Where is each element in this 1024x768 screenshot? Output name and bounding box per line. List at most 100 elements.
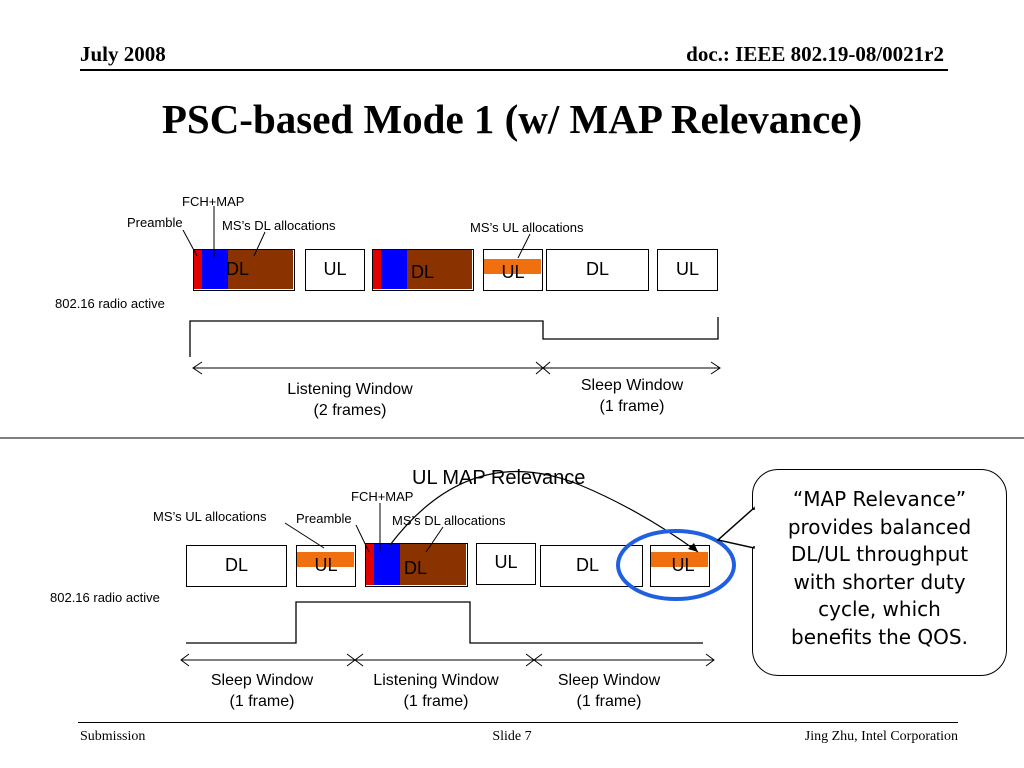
slide-title: PSC-based Mode 1 (w/ MAP Relevance) (161, 96, 863, 142)
callout-tail (716, 506, 755, 549)
header-divider (80, 69, 948, 71)
bottom-dl-alloc-leader (425, 526, 444, 553)
top-frame-3-label: DL (411, 262, 435, 282)
top-radio-active-label: 802.16 radio active (55, 296, 165, 311)
top-map-block-1 (202, 250, 228, 289)
bottom-frame-6-label: UL (671, 555, 695, 575)
top-arrow-left-head (192, 361, 203, 375)
top-fch-map-label: FCH+MAP (182, 194, 245, 209)
top-frame-1-dl (193, 249, 295, 291)
top-dl-alloc-label: MS’s DL allocations (222, 218, 336, 233)
top-dl-alloc-leader (253, 231, 266, 257)
bottom-fch-map-label: FCH+MAP (351, 489, 414, 504)
bottom-frame-3-label: DL (404, 558, 428, 578)
bottom-arrow-mid2-head-b (533, 653, 543, 667)
bottom-frame-5-label: DL (575, 555, 599, 575)
callout-line-3: DL/UL throughput (790, 542, 969, 566)
top-frame-2-label: UL (323, 259, 347, 279)
top-arrow-mid-head-b (542, 361, 551, 375)
top-listening-window-line2: (2 frames) (313, 402, 387, 419)
top-listening-window-line1: Listening Window (287, 381, 413, 398)
bottom-sleep-window-1-line1: Sleep Window (210, 672, 314, 689)
top-sleep-window-line1: Sleep Window (580, 377, 684, 394)
bottom-ul-alloc-block-2 (651, 552, 708, 567)
bottom-sleep-window-1-line2: (1 frame) (229, 693, 295, 710)
top-dl-alloc-block-2 (407, 250, 472, 289)
bottom-preamble-leader (355, 524, 370, 553)
top-frame-2-ul (305, 249, 365, 291)
bottom-frame-2-label: UL (314, 555, 338, 575)
bottom-sleep-window-2-line1: Sleep Window (557, 672, 661, 689)
bottom-ul-alloc-block-1 (297, 552, 354, 567)
top-ul-alloc-block (484, 259, 541, 274)
map-relevance-arrowhead (688, 543, 698, 552)
callout-line-4: with shorter duty (793, 569, 966, 594)
bottom-listening-window-line2: (1 frame) (403, 693, 469, 710)
top-frame-5-dl (546, 249, 649, 291)
top-listening-window-label: Listening Window (2 frames) (250, 379, 450, 421)
footer-divider (78, 722, 958, 723)
top-ul-alloc-leader (517, 233, 531, 259)
top-map-block-2 (381, 250, 407, 289)
highlight-circle (616, 529, 736, 601)
bottom-radio-active-label: 802.16 radio active (50, 590, 160, 605)
top-frame-6-ul (657, 249, 718, 291)
top-sleep-window-label: Sleep Window (1 frame) (532, 375, 732, 417)
top-frame-5-label: DL (585, 259, 609, 279)
bottom-map-block (374, 544, 400, 585)
top-arrow-right-head (710, 361, 721, 375)
bottom-preamble-label: Preamble (296, 511, 352, 526)
top-frame-1-label: DL (226, 259, 250, 279)
callout-line-2: provides balanced (787, 514, 972, 539)
top-sleep-window-line2: (1 frame) (599, 398, 665, 415)
bottom-sleep-window-1-label: Sleep Window (1 frame) (177, 670, 347, 712)
callout-text: “MAP Relevance” provides balanced DL/UL … (757, 486, 1002, 651)
bottom-ul-alloc-leader (284, 522, 325, 549)
bottom-dl-alloc-label: MS’s DL allocations (392, 513, 506, 528)
bottom-sleep-window-2-label: Sleep Window (1 frame) (524, 670, 694, 712)
bottom-dl-alloc-block (400, 544, 466, 585)
top-radio-waveform (189, 317, 719, 357)
bottom-frame-3-dl (365, 543, 468, 587)
bottom-frame-5-dl (540, 545, 643, 587)
top-frame-4-label: UL (501, 262, 525, 282)
bottom-arrow-left-head (180, 653, 190, 667)
bottom-arrow-mid1-head-b (354, 653, 364, 667)
callout-line-6: benefits the QOS. (791, 624, 968, 649)
footer-submission: Submission (80, 729, 146, 744)
top-preamble-label: Preamble (127, 215, 183, 230)
bottom-preamble-block (366, 544, 374, 585)
top-frame-3-dl (372, 249, 474, 291)
bottom-frame-4-label: UL (494, 552, 518, 572)
top-preamble-leader (182, 229, 198, 257)
top-dl-alloc-block-1 (228, 250, 293, 289)
top-preamble-block-1 (194, 250, 202, 289)
bottom-frame-6-ul (650, 545, 710, 587)
bottom-sleep-window-2-line2: (1 frame) (576, 693, 642, 710)
bottom-frame-1-label: DL (224, 555, 248, 575)
callout-line-1: “MAP Relevance” (792, 487, 967, 511)
bottom-listening-window-line1: Listening Window (373, 672, 499, 689)
callout-line-5: cycle, which (818, 597, 941, 621)
header-doc-id: doc.: IEEE 802.19-08/0021r2 (686, 42, 944, 66)
header-date: July 2008 (80, 42, 166, 66)
footer-slide-number: Slide 7 (492, 729, 532, 744)
bottom-frame-4-ul (476, 543, 536, 585)
bottom-ul-alloc-label: MS’s UL allocations (153, 509, 267, 524)
bottom-frame-2-ul (296, 545, 356, 587)
top-preamble-block-2 (373, 250, 381, 289)
top-ul-alloc-label: MS’s UL allocations (470, 220, 584, 235)
top-frame-4-ul (483, 249, 543, 291)
ul-map-relevance-heading: UL MAP Relevance (412, 467, 586, 489)
map-relevance-arc (389, 470, 699, 553)
callout-bubble (752, 469, 1007, 676)
top-frame-6-label: UL (675, 259, 699, 279)
bottom-arrow-right-head (705, 653, 715, 667)
footer-author: Jing Zhu, Intel Corporation (804, 729, 958, 744)
bottom-radio-waveform (186, 601, 703, 644)
bottom-frame-1-dl (186, 545, 287, 587)
bottom-listening-window-label: Listening Window (1 frame) (351, 670, 521, 712)
